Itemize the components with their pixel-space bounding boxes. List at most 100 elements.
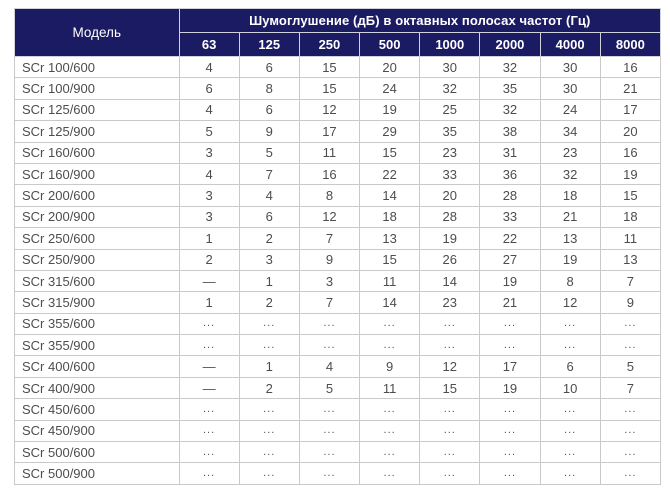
value-cell: ...	[238, 441, 300, 464]
value-cell: 33	[419, 162, 481, 186]
value-cell: ...	[238, 334, 300, 357]
value-cell: 9	[599, 291, 662, 314]
value-cell: ...	[599, 462, 662, 485]
value-cell: 23	[539, 141, 601, 164]
value-cell: ...	[298, 398, 361, 421]
value-cell: 18	[539, 184, 601, 207]
value-cell: ...	[479, 398, 541, 421]
value-cell: 24	[539, 98, 601, 122]
value-cell: 16	[599, 141, 662, 164]
value-cell: 20	[419, 184, 481, 207]
value-cell: ...	[238, 398, 300, 421]
value-cell: ...	[419, 398, 481, 421]
value-cell: ...	[479, 312, 541, 336]
value-cell: 6	[238, 205, 300, 229]
value-cell: 5	[238, 141, 300, 164]
value-cell: ...	[359, 441, 421, 464]
value-cell: ...	[539, 441, 601, 464]
table-row: SCr 400/900—2 5 11 15 19 10 7	[14, 376, 662, 400]
value-cell: 23	[419, 141, 481, 164]
value-cell: 1	[238, 269, 300, 293]
model-cell: SCr 250/600	[14, 227, 180, 250]
model-cell: SCr 315/900	[14, 291, 180, 314]
value-cell: 19	[479, 376, 541, 400]
value-cell: 3	[298, 269, 361, 293]
value-cell: ...	[539, 334, 601, 357]
value-cell: 26	[419, 248, 481, 271]
freq-header-1000: 1000	[419, 32, 481, 57]
table-row: SCr 450/900........................	[14, 419, 662, 443]
table-row: SCr 200/900 3 6 12 18 28 33 21 18	[14, 205, 662, 229]
value-cell: ...	[419, 334, 481, 357]
value-cell: 7	[599, 269, 662, 293]
value-cell: 1	[238, 355, 300, 378]
value-cell: 4	[178, 55, 240, 79]
header-row-frequencies: 63 125 250 500 1000 2000 4000 8000	[15, 32, 662, 57]
value-cell: 19	[359, 98, 421, 122]
value-cell: 12	[419, 355, 481, 378]
value-cell: 11	[298, 141, 361, 164]
model-cell: SCr 355/600	[14, 312, 180, 336]
table-header: Модель Шумоглушение (дБ) в октавных поло…	[14, 8, 662, 57]
value-cell: ...	[178, 334, 240, 357]
table-row: SCr 100/900 6 8 15 24 32 35 30 21	[14, 77, 662, 100]
value-cell: 27	[479, 248, 541, 271]
value-cell: ...	[178, 462, 240, 485]
value-cell: 4	[178, 98, 240, 122]
table-row: SCr 100/600 4 6 15 20 30 32 30 16	[14, 55, 662, 79]
value-cell: 9	[298, 248, 361, 271]
value-cell: 15	[599, 184, 662, 207]
value-cell: 1	[178, 227, 240, 250]
value-cell: 17	[599, 98, 662, 122]
table-row: SCr 160/900 4 7 16 22 33 36 32 19	[14, 162, 662, 186]
freq-header-250: 250	[298, 32, 361, 57]
value-cell: ...	[298, 462, 361, 485]
table-row: SCr 315/600—1 3 11 14 19 8 7	[14, 269, 662, 293]
value-cell: 17	[298, 120, 361, 143]
value-cell: ...	[479, 334, 541, 357]
value-cell: 11	[359, 376, 421, 400]
value-cell: 7	[599, 376, 662, 400]
value-cell: 8	[238, 77, 300, 100]
value-cell: —	[178, 269, 240, 293]
model-cell: SCr 400/900	[14, 376, 180, 400]
value-cell: 14	[359, 291, 421, 314]
value-cell: ...	[178, 398, 240, 421]
model-cell: SCr 250/900	[14, 248, 180, 271]
value-cell: 32	[479, 98, 541, 122]
value-cell: 2	[238, 376, 300, 400]
model-cell: SCr 160/900	[14, 162, 180, 186]
value-cell: 19	[479, 269, 541, 293]
table-row: SCr 450/600........................	[14, 398, 662, 421]
value-cell: ...	[539, 419, 601, 443]
value-cell: 35	[479, 77, 541, 100]
value-cell: ...	[539, 462, 601, 485]
value-cell: ...	[178, 312, 240, 336]
value-cell: 4	[298, 355, 361, 378]
value-cell: 3	[178, 184, 240, 207]
value-cell: 6	[238, 55, 300, 79]
value-cell: 19	[539, 248, 601, 271]
table-row: SCr 355/600........................	[14, 312, 662, 336]
value-cell: 15	[359, 141, 421, 164]
model-cell: SCr 125/900	[14, 120, 180, 143]
value-cell: ...	[599, 419, 662, 443]
table-body: SCr 100/600 4 6 15 20 30 32 30 16 SCr 100/900 6 8 15…	[14, 55, 662, 485]
model-cell: SCr 450/600	[14, 398, 180, 421]
freq-header-8000: 8000	[599, 32, 662, 57]
value-cell: 12	[539, 291, 601, 314]
value-cell: 18	[599, 205, 662, 229]
table-row: SCr 125/600 4 6 12 19 25 32 24 17	[14, 98, 662, 122]
value-cell: 28	[419, 205, 481, 229]
value-cell: ...	[359, 419, 421, 443]
value-cell: 12	[298, 98, 361, 122]
value-cell: 24	[359, 77, 421, 100]
value-cell: 7	[298, 227, 361, 250]
value-cell: 2	[238, 227, 300, 250]
table-row: SCr 250/900 2 3 9 15 26 27 19 13	[14, 248, 662, 271]
value-cell: 20	[599, 120, 662, 143]
model-cell: SCr 100/600	[14, 55, 180, 79]
value-cell: 11	[599, 227, 662, 250]
value-cell: —	[178, 355, 240, 378]
value-cell: ...	[359, 462, 421, 485]
